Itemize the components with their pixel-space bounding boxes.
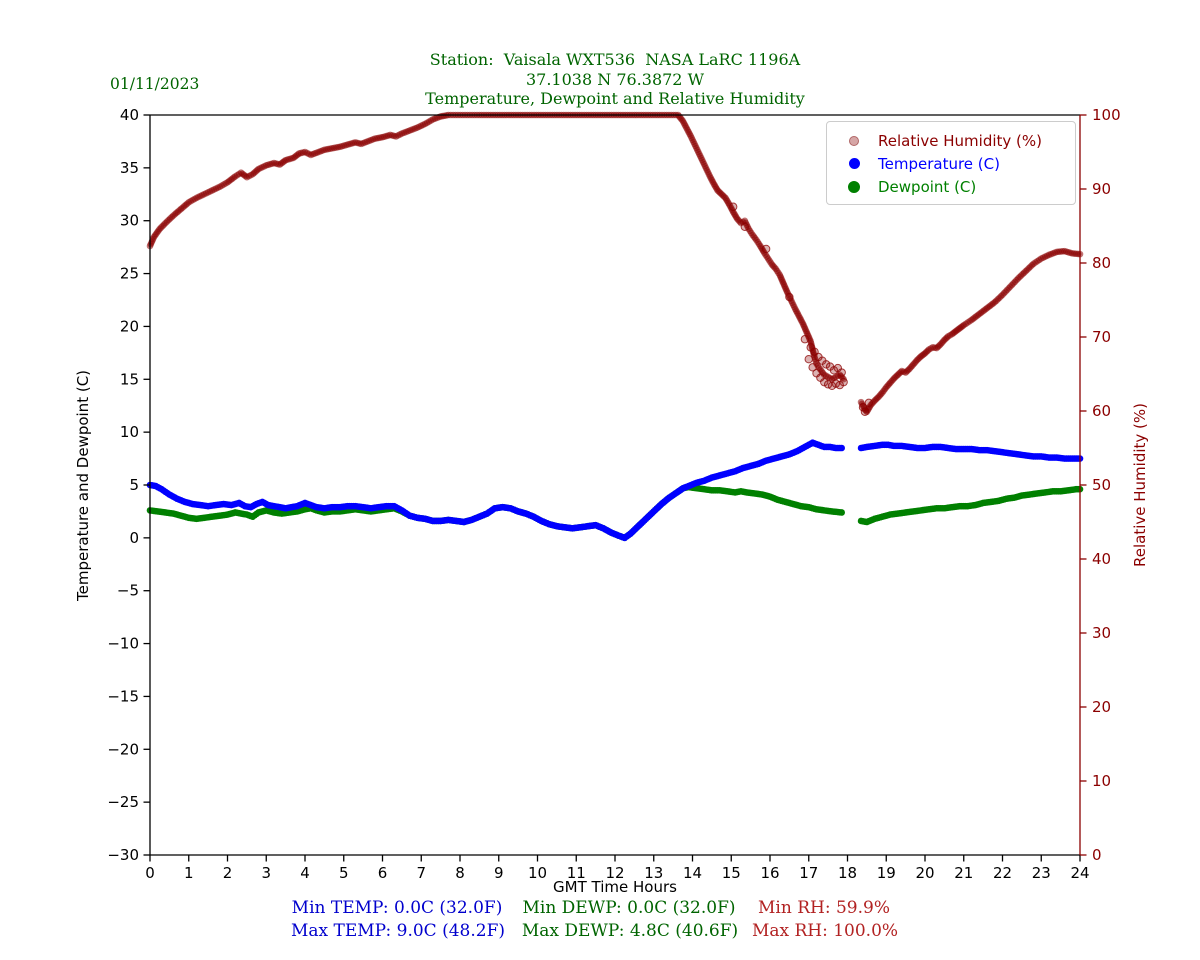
temperature-legend-marker-icon bbox=[843, 158, 865, 169]
svg-text:8: 8 bbox=[455, 864, 465, 882]
svg-text:19: 19 bbox=[877, 864, 896, 882]
stat-max-dewp: Max DEWP: 4.8C (40.6F) bbox=[521, 921, 739, 941]
legend-item-dewpoint: Dewpoint (C) bbox=[827, 175, 1075, 198]
svg-text:3: 3 bbox=[261, 864, 271, 882]
svg-text:35: 35 bbox=[120, 159, 139, 177]
svg-text:0: 0 bbox=[129, 529, 139, 547]
svg-text:20: 20 bbox=[120, 317, 139, 335]
svg-text:0: 0 bbox=[1092, 846, 1102, 864]
svg-text:10: 10 bbox=[120, 423, 139, 441]
station-title-line2: 37.1038 N 76.3872 W bbox=[525, 70, 705, 89]
svg-text:1: 1 bbox=[184, 864, 194, 882]
svg-text:30: 30 bbox=[120, 212, 139, 230]
svg-text:13: 13 bbox=[644, 864, 663, 882]
y-right-axis-label: Relative Humidity (%) bbox=[1131, 403, 1149, 567]
svg-text:20: 20 bbox=[1092, 698, 1111, 716]
svg-text:7: 7 bbox=[416, 864, 426, 882]
svg-text:23: 23 bbox=[1032, 864, 1051, 882]
svg-text:20: 20 bbox=[915, 864, 934, 882]
svg-text:25: 25 bbox=[120, 265, 139, 283]
stat-max-temp: Max TEMP: 9.0C (48.2F) bbox=[290, 921, 506, 941]
station-title-line1: Station: Vaisala WXT536 NASA LaRC 1196A bbox=[429, 50, 801, 69]
x-axis-ticks: 0 1 2 3 4 5 6 7 8 9 10 11 12 13 14 15 16 17 18 19 20 21 22 23 24 bbox=[145, 855, 1090, 882]
svg-text:70: 70 bbox=[1092, 328, 1111, 346]
svg-text:100: 100 bbox=[1092, 106, 1121, 124]
station-title-line3: Temperature, Dewpoint and Relative Humid… bbox=[425, 89, 805, 108]
stat-max-rh: Max RH: 100.0% bbox=[751, 921, 899, 941]
y-left-axis-ticks: −30 −25 −20 −15 −10 −5 0 5 10 15 20 25 30 35 40 bbox=[107, 106, 150, 864]
stat-min-rh: Min RH: 59.9% bbox=[758, 898, 890, 918]
svg-text:24: 24 bbox=[1070, 864, 1089, 882]
svg-text:11: 11 bbox=[567, 864, 586, 882]
svg-text:2: 2 bbox=[223, 864, 233, 882]
svg-text:−15: −15 bbox=[107, 687, 139, 705]
svg-text:0: 0 bbox=[145, 864, 155, 882]
legend-item-label: Temperature (C) bbox=[878, 154, 1000, 173]
svg-text:60: 60 bbox=[1092, 402, 1111, 420]
svg-text:14: 14 bbox=[683, 864, 702, 882]
stat-min-temp: Min TEMP: 0.0C (32.0F) bbox=[291, 898, 503, 918]
svg-text:−20: −20 bbox=[107, 740, 139, 758]
y-left-axis-label: Temperature and Dewpoint (C) bbox=[74, 369, 92, 601]
svg-text:40: 40 bbox=[120, 106, 139, 124]
legend-item-label: Dewpoint (C) bbox=[878, 177, 977, 196]
svg-text:50: 50 bbox=[1092, 476, 1111, 494]
svg-text:18: 18 bbox=[838, 864, 857, 882]
svg-text:5: 5 bbox=[339, 864, 349, 882]
svg-text:80: 80 bbox=[1092, 254, 1111, 272]
svg-text:−30: −30 bbox=[107, 846, 139, 864]
legend-item-label: Relative Humidity (%) bbox=[878, 131, 1042, 150]
date-label: 01/11/2023 bbox=[110, 75, 200, 93]
svg-text:40: 40 bbox=[1092, 550, 1111, 568]
svg-text:4: 4 bbox=[300, 864, 310, 882]
svg-text:5: 5 bbox=[129, 476, 139, 494]
svg-text:12: 12 bbox=[605, 864, 624, 882]
legend: Relative Humidity (%) Temperature (C) De… bbox=[826, 121, 1076, 205]
svg-text:21: 21 bbox=[954, 864, 973, 882]
svg-text:15: 15 bbox=[722, 864, 741, 882]
svg-text:15: 15 bbox=[120, 370, 139, 388]
stat-min-dewp: Min DEWP: 0.0C (32.0F) bbox=[522, 898, 736, 918]
svg-text:16: 16 bbox=[760, 864, 779, 882]
svg-text:22: 22 bbox=[993, 864, 1012, 882]
legend-item-temperature: Temperature (C) bbox=[827, 152, 1075, 175]
legend-item-relative-humidity: Relative Humidity (%) bbox=[827, 129, 1075, 152]
svg-text:−10: −10 bbox=[107, 635, 139, 653]
svg-text:10: 10 bbox=[528, 864, 547, 882]
temperature-c-series bbox=[146, 439, 1084, 542]
svg-text:−5: −5 bbox=[117, 582, 139, 600]
svg-text:10: 10 bbox=[1092, 772, 1111, 790]
svg-text:17: 17 bbox=[799, 864, 818, 882]
svg-text:90: 90 bbox=[1092, 180, 1111, 198]
rh-legend-marker-icon bbox=[843, 135, 865, 146]
svg-text:30: 30 bbox=[1092, 624, 1111, 642]
axes-spines bbox=[149, 114, 1081, 856]
y-right-axis-ticks: 0 10 20 30 40 50 60 70 80 90 100 bbox=[1080, 106, 1121, 864]
svg-text:9: 9 bbox=[494, 864, 504, 882]
svg-text:−25: −25 bbox=[107, 793, 139, 811]
svg-text:6: 6 bbox=[378, 864, 388, 882]
x-axis-label: GMT Time Hours bbox=[553, 878, 677, 896]
dewpoint-legend-marker-icon bbox=[843, 180, 865, 193]
